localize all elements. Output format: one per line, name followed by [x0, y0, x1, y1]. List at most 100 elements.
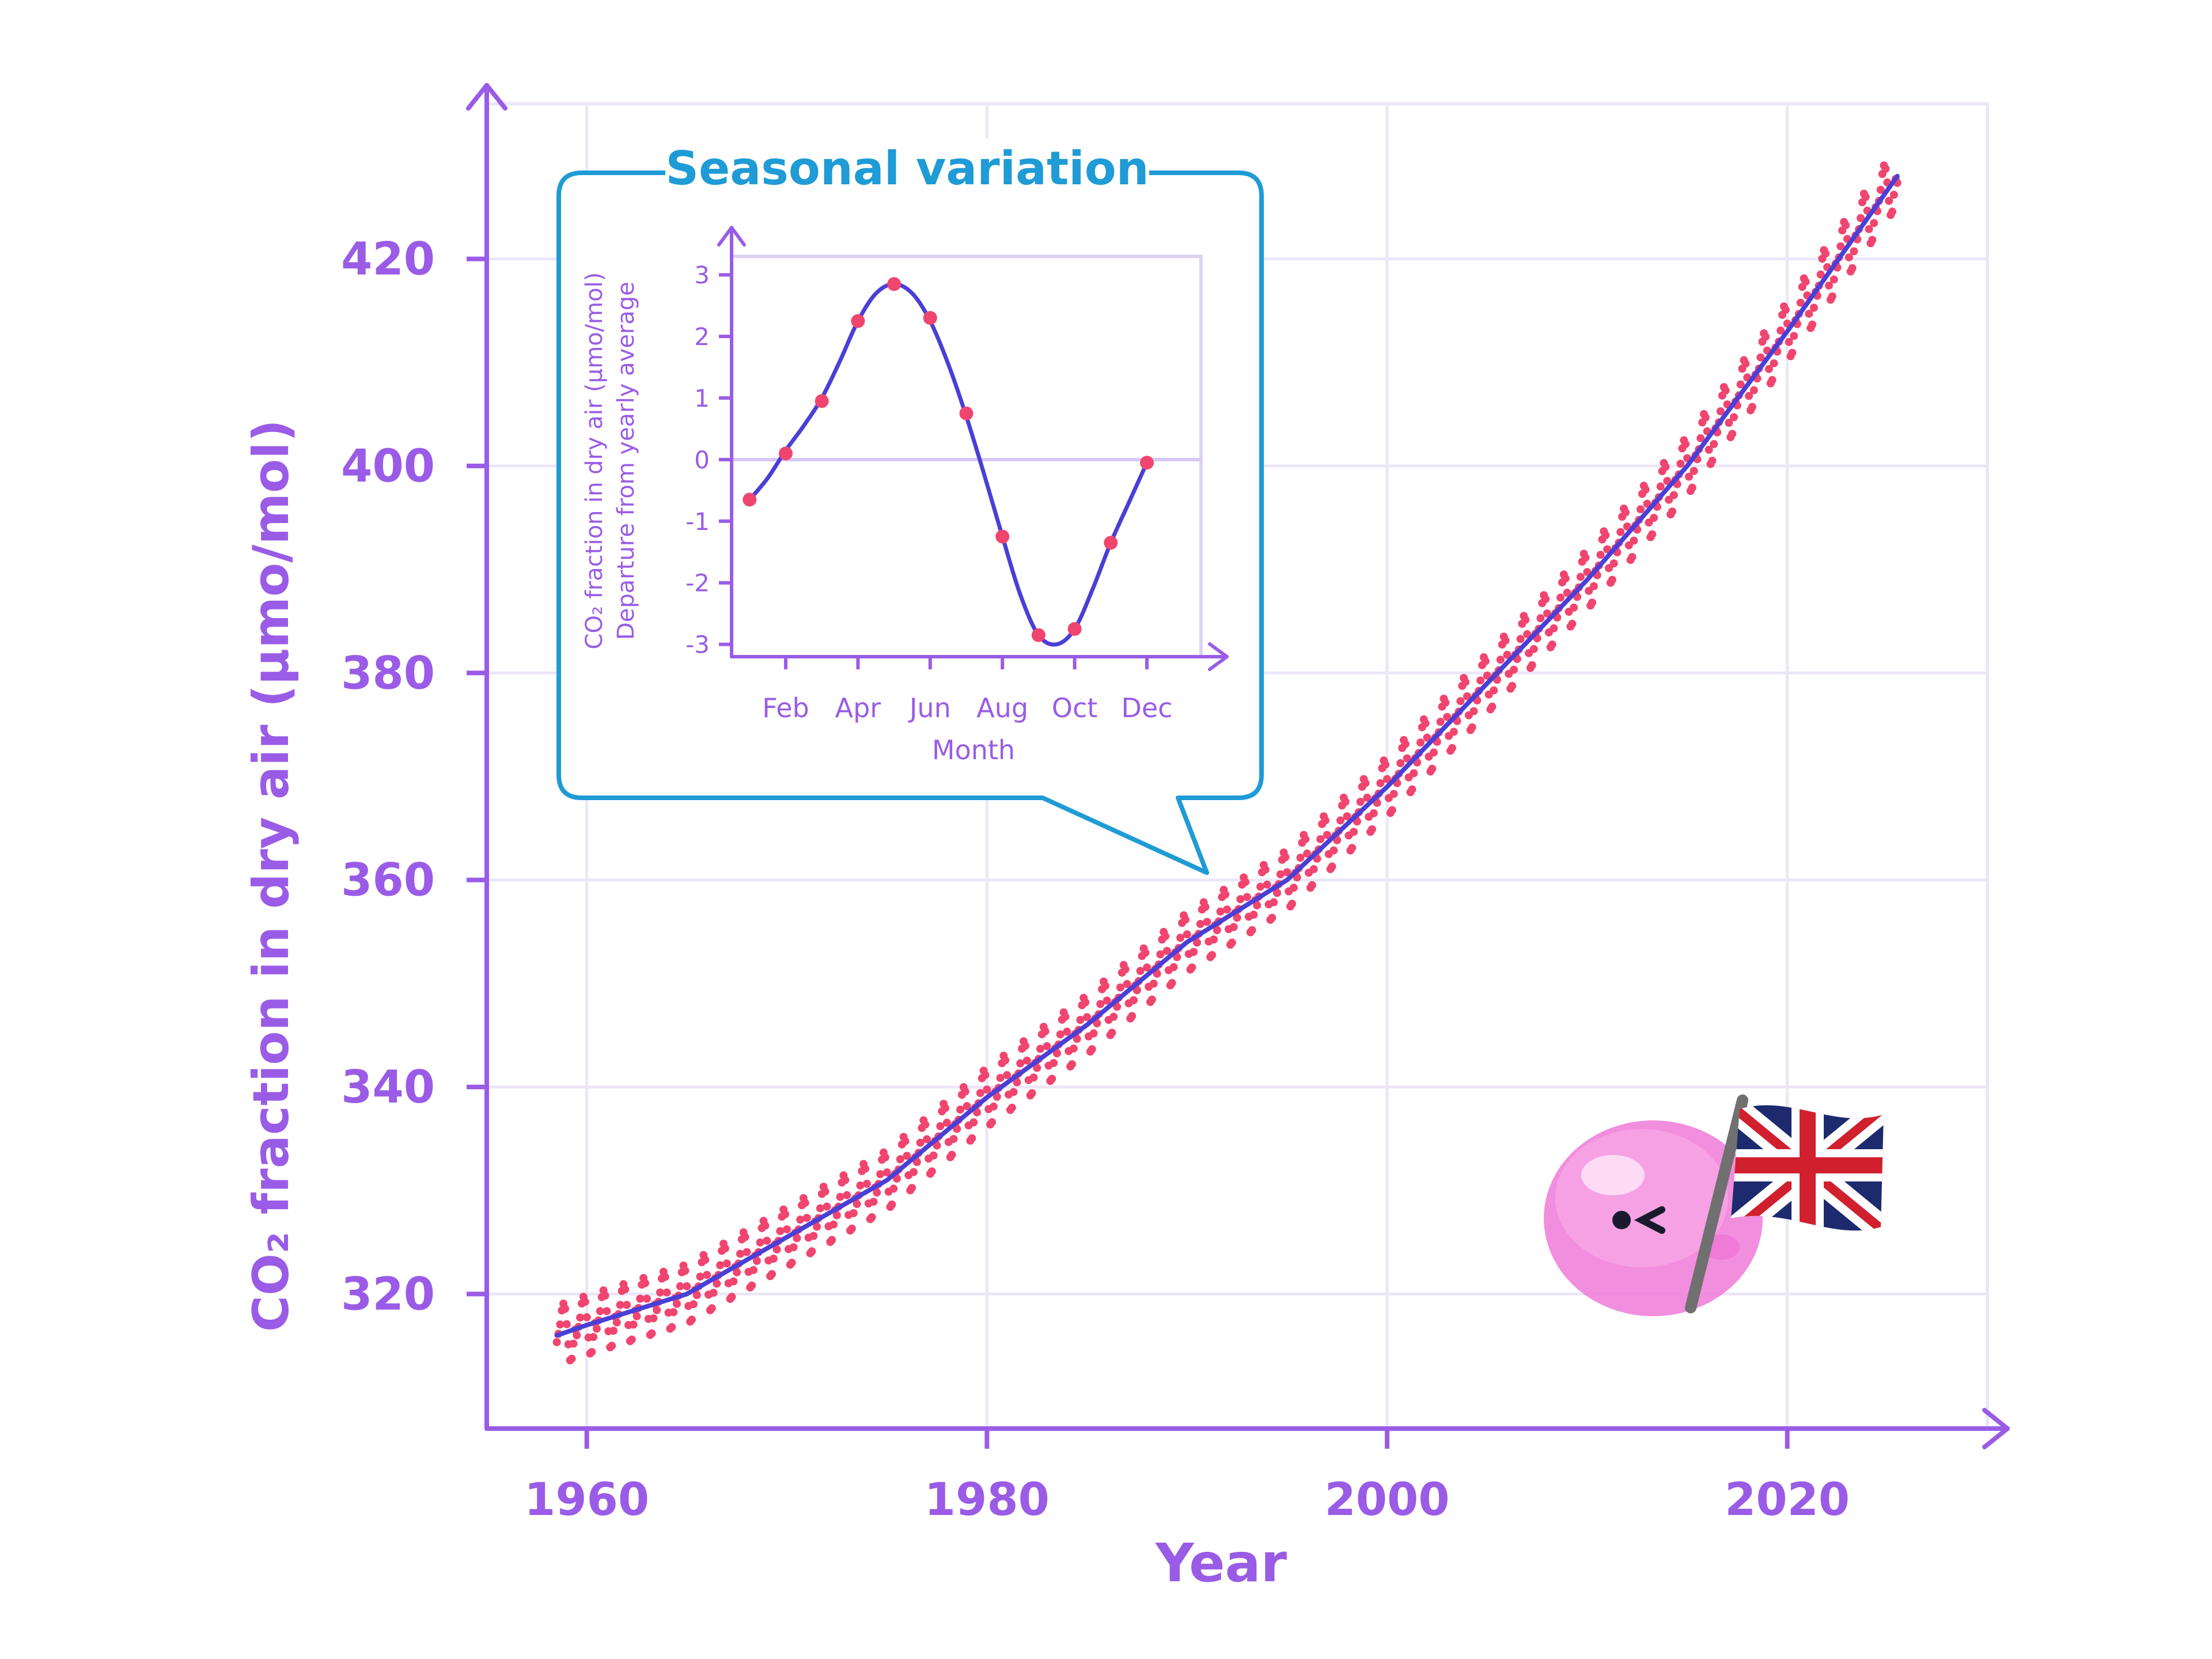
monthly-measurement-point	[743, 1248, 751, 1256]
monthly-measurement-point	[1428, 764, 1437, 773]
y-tick-label: 360	[341, 855, 435, 907]
monthly-measurement-point	[769, 1255, 778, 1263]
inset-x-tick-label: Aug	[976, 692, 1028, 724]
inset-y-tick-label: 1	[694, 384, 710, 412]
main-x-axis-label: Year	[1155, 1532, 1287, 1594]
monthly-measurement-point	[1103, 997, 1111, 1005]
monthly-measurement-point	[692, 1291, 701, 1300]
monthly-measurement-point	[841, 1176, 850, 1184]
inset-x-tick-label: Oct	[1052, 692, 1098, 724]
monthly-measurement-point	[1132, 986, 1141, 994]
monthly-measurement-point	[1696, 434, 1705, 442]
monthly-measurement-point	[1516, 635, 1525, 643]
monthly-measurement-point	[673, 1300, 681, 1308]
monthly-measurement-point	[1241, 878, 1249, 887]
monthly-measurement-point	[968, 1134, 976, 1142]
monthly-measurement-point	[1309, 865, 1318, 873]
monthly-measurement-point	[629, 1320, 638, 1329]
monthly-measurement-point	[1348, 844, 1357, 852]
monthly-measurement-point	[973, 1108, 981, 1117]
monthly-measurement-point	[669, 1308, 678, 1316]
monthly-measurement-point	[1036, 1044, 1044, 1053]
monthly-measurement-point	[716, 1261, 725, 1270]
monthly-measurement-point	[656, 1288, 664, 1297]
monthly-measurement-point	[661, 1272, 669, 1281]
inset-y-axis-arrow	[717, 226, 746, 247]
monthly-measurement-point	[1029, 1073, 1038, 1082]
monthly-measurement-point	[1609, 559, 1618, 568]
monthly-measurement-point	[1261, 865, 1270, 874]
monthly-measurement-point	[1581, 554, 1590, 562]
monthly-measurement-point	[1289, 884, 1298, 892]
monthly-measurement-point	[988, 1118, 996, 1127]
monthly-measurement-point	[1608, 575, 1616, 584]
monthly-measurement-point	[1483, 671, 1491, 680]
inset-x-tick-label: Jun	[908, 692, 951, 724]
monthly-measurement-point	[1764, 365, 1773, 373]
inset-x-tick-label: Dec	[1121, 692, 1172, 724]
monthly-measurement-point	[1796, 298, 1805, 307]
monthly-measurement-point	[1363, 793, 1372, 802]
monthly-measurement-point	[888, 1200, 896, 1209]
monthly-measurement-point	[1156, 950, 1165, 959]
monthly-measurement-point	[1228, 938, 1236, 947]
monthly-measurement-point	[1741, 359, 1750, 368]
monthly-measurement-point	[1123, 980, 1131, 988]
monthly-measurement-point	[1876, 185, 1885, 194]
monthly-measurement-point	[1203, 918, 1211, 926]
monthly-measurement-point	[1521, 616, 1530, 624]
monthly-measurement-point	[941, 1104, 949, 1112]
monthly-measurement-point	[1488, 702, 1497, 711]
monthly-measurement-point	[1153, 969, 1161, 978]
monthly-measurement-point	[589, 1333, 598, 1341]
monthly-measurement-point	[1441, 698, 1450, 707]
monthly-measurement-point	[603, 1307, 611, 1316]
monthly-measurement-point	[1881, 165, 1890, 173]
inset-month-point	[1067, 622, 1082, 636]
monthly-measurement-point	[862, 1180, 871, 1188]
monthly-measurement-point	[1501, 637, 1510, 645]
monthly-measurement-point	[1389, 790, 1398, 798]
monthly-measurement-point	[1563, 589, 1571, 597]
inset-month-point	[923, 310, 937, 325]
monthly-measurement-point	[1283, 868, 1291, 877]
monthly-measurement-point	[969, 1118, 978, 1127]
monthly-measurement-point	[1770, 359, 1778, 368]
monthly-measurement-point	[1490, 686, 1498, 695]
monthly-measurement-point	[593, 1324, 601, 1333]
monthly-measurement-point	[733, 1268, 741, 1277]
monthly-measurement-point	[616, 1301, 624, 1309]
monthly-measurement-point	[1190, 948, 1198, 956]
monthly-measurement-point	[912, 1158, 921, 1166]
monthly-measurement-point	[813, 1222, 821, 1231]
monthly-measurement-point	[763, 1236, 771, 1245]
monthly-measurement-point	[1281, 853, 1290, 862]
monthly-measurement-point	[1130, 996, 1138, 1005]
monthly-measurement-point	[1745, 392, 1753, 400]
monthly-measurement-point	[993, 1093, 1001, 1101]
monthly-measurement-point	[1136, 967, 1145, 975]
monthly-measurement-point	[1248, 926, 1256, 934]
monthly-measurement-point	[1408, 785, 1416, 794]
monthly-measurement-point	[1016, 1059, 1025, 1067]
monthly-measurement-point	[1889, 191, 1898, 199]
monthly-measurement-point	[647, 1329, 656, 1338]
monthly-measurement-point	[1007, 1104, 1016, 1112]
monthly-measurement-point	[1083, 1013, 1091, 1021]
monthly-measurement-point	[1857, 214, 1865, 222]
monthly-measurement-point	[956, 1105, 964, 1114]
monthly-measurement-point	[1681, 440, 1690, 448]
inset-month-point	[1140, 456, 1154, 470]
monthly-measurement-point	[1461, 677, 1469, 686]
monthly-measurement-point	[1341, 798, 1350, 806]
monthly-measurement-point	[1868, 236, 1877, 244]
monthly-measurement-point	[552, 1338, 561, 1346]
monthly-measurement-point	[916, 1138, 925, 1147]
monthly-measurement-point	[1069, 1044, 1078, 1053]
monthly-measurement-point	[1701, 413, 1710, 422]
monthly-measurement-point	[707, 1304, 716, 1313]
monthly-measurement-point	[1176, 934, 1185, 942]
y-tick-label: 340	[341, 1062, 435, 1113]
monthly-measurement-point	[1236, 895, 1245, 903]
monthly-measurement-point	[1108, 1028, 1116, 1037]
